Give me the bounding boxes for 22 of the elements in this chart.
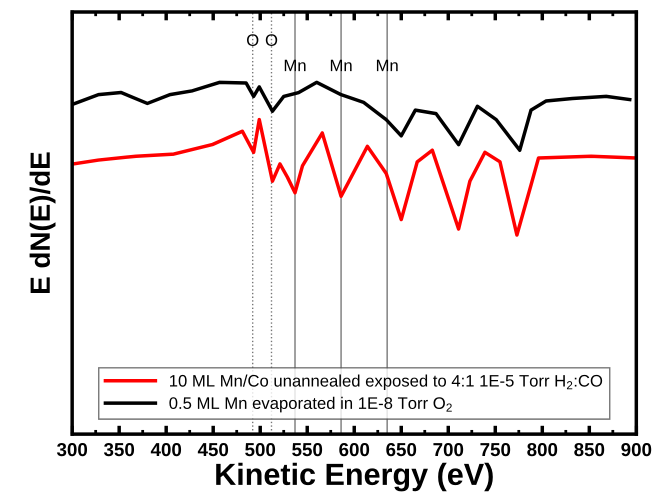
x-axis-title: Kinetic Energy (eV)	[216, 462, 493, 492]
ref-line-label: Mn	[376, 60, 398, 72]
legend-label: 10 ML Mn/Co unannealed exposed to 4:1 1E-5 Torr H$_{2}$:CO	[170, 374, 602, 390]
ref-line-label: O	[266, 34, 278, 46]
y-axis-title: E dN(E)/dE	[30, 152, 56, 293]
x-tick-label: 900	[621, 442, 652, 456]
x-tick-label: 650	[386, 442, 416, 456]
x-tick-label: 550	[292, 442, 322, 456]
x-tick-label: 300	[56, 442, 88, 456]
x-tick-label: 800	[527, 442, 558, 456]
x-tick-label: 400	[150, 442, 182, 456]
x-tick-label: 450	[198, 442, 228, 456]
legend-label: 0.5 ML Mn evaporated in 1E-8 Torr O$_{2}$	[169, 396, 452, 412]
x-tick-label: 700	[433, 442, 464, 456]
x-tick-label: 750	[480, 442, 510, 456]
ref-line-label: Mn	[330, 60, 352, 72]
x-tick-label: 850	[574, 442, 604, 456]
ref-line-label: Mn	[284, 60, 306, 72]
x-tick-label: 350	[104, 442, 134, 456]
ref-line-label: O	[247, 34, 258, 46]
x-tick-label: 600	[339, 442, 370, 456]
x-tick-label: 500	[245, 442, 276, 456]
